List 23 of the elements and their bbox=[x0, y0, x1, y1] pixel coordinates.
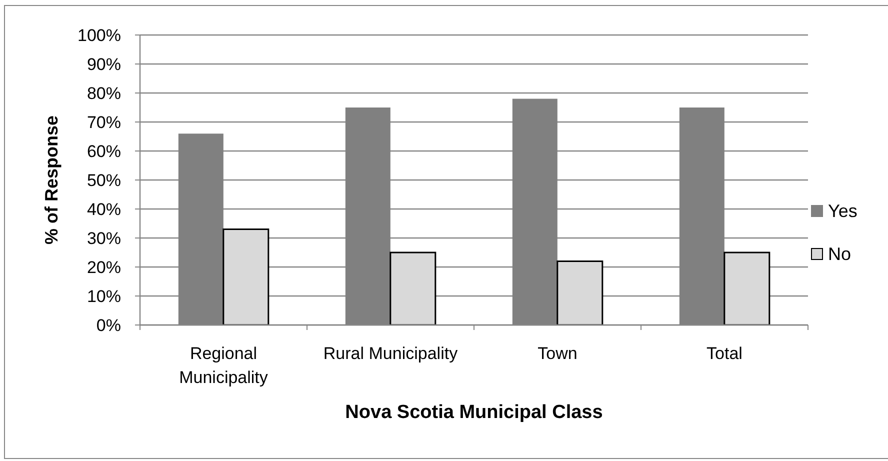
y-tick-label: 100% bbox=[78, 26, 121, 46]
y-tick-label: 10% bbox=[86, 287, 121, 306]
y-tick-label: 30% bbox=[86, 229, 121, 248]
bar bbox=[556, 260, 604, 325]
x-tick-label: Total bbox=[706, 344, 742, 363]
x-tick-label: Rural Municipality bbox=[323, 344, 458, 363]
bar bbox=[390, 252, 436, 325]
legend-label: Yes bbox=[828, 200, 858, 222]
y-axis-title: % of Response bbox=[42, 115, 62, 245]
y-tick-label: 50% bbox=[86, 171, 121, 190]
x-axis-title: Nova Scotia Municipal Class bbox=[345, 402, 603, 424]
legend-label: No bbox=[828, 244, 852, 264]
x-tick-label: Town bbox=[538, 344, 578, 363]
y-tick-label: 0% bbox=[96, 316, 121, 336]
x-tick-label: Regional Municipality bbox=[179, 344, 268, 387]
y-tick-label: 90% bbox=[86, 55, 121, 74]
y-tick-label: 20% bbox=[86, 258, 121, 278]
y-tick-label: 70% bbox=[86, 113, 121, 132]
y-tick-label: 80% bbox=[86, 84, 121, 104]
bar bbox=[724, 252, 770, 325]
y-tick-label: 40% bbox=[86, 200, 121, 220]
bar bbox=[222, 228, 270, 325]
y-tick-label: 60% bbox=[86, 142, 121, 162]
